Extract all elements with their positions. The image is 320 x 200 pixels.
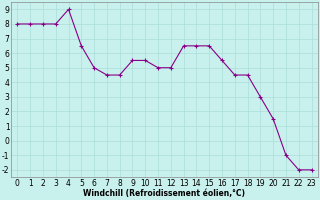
X-axis label: Windchill (Refroidissement éolien,°C): Windchill (Refroidissement éolien,°C)	[84, 189, 245, 198]
